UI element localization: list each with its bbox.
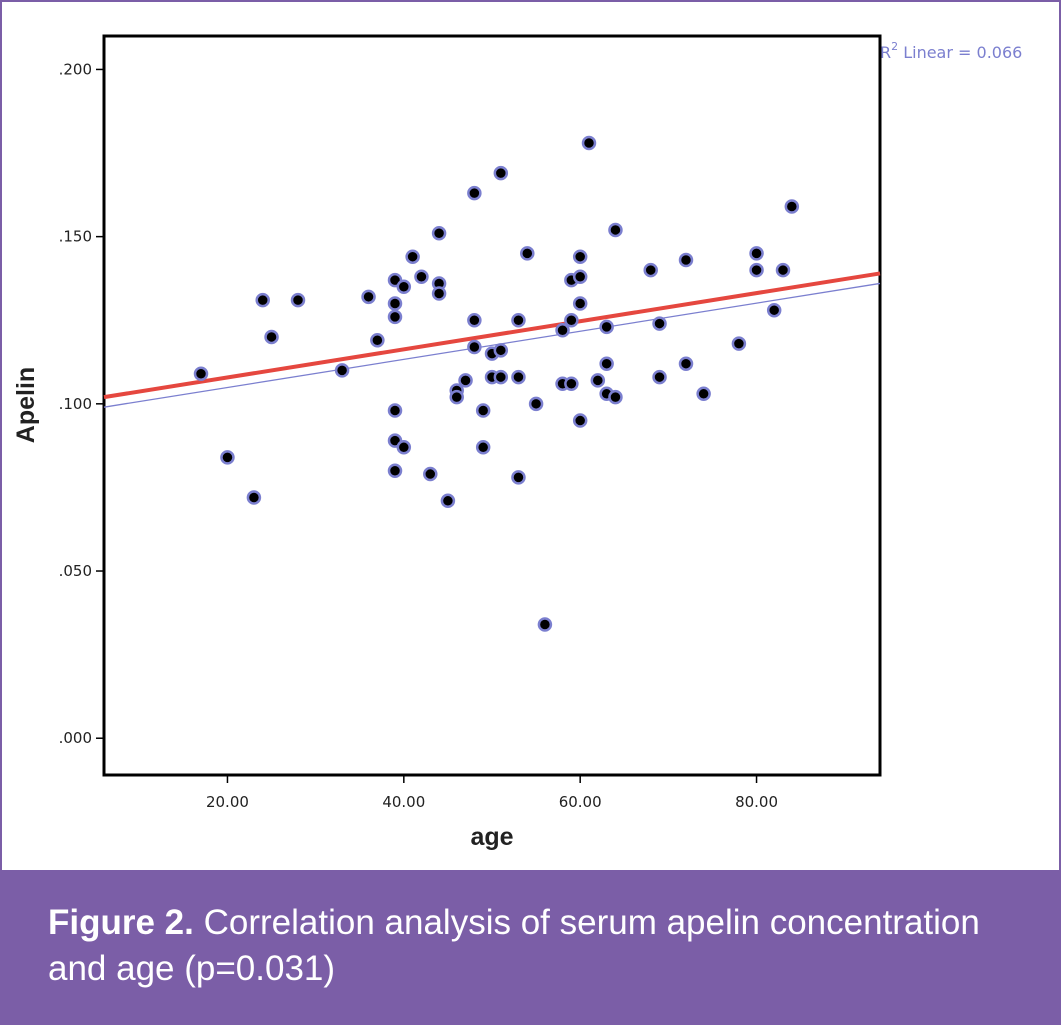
- data-point: [564, 312, 579, 328]
- data-point: [467, 339, 482, 355]
- data-points: [193, 135, 800, 632]
- data-point: [290, 292, 306, 308]
- y-tick-label: .050: [59, 562, 92, 580]
- data-point: [784, 199, 800, 214]
- caption-label: Figure 2.: [48, 903, 194, 942]
- data-point: [387, 403, 403, 418]
- caption-band: Figure 2. Correlation analysis of serum …: [2, 870, 1059, 1023]
- data-point: [608, 222, 623, 238]
- x-tick-label: 20.00: [206, 793, 249, 811]
- data-point: [220, 450, 235, 465]
- data-point: [766, 302, 782, 318]
- data-point: [431, 286, 447, 301]
- caption-body: Correlation analysis of serum apelin con…: [48, 903, 980, 988]
- data-point: [511, 369, 526, 385]
- data-point: [572, 249, 588, 264]
- data-point: [493, 343, 509, 358]
- data-point: [749, 246, 764, 261]
- data-point: [564, 376, 579, 392]
- data-point: [405, 249, 420, 264]
- data-point: [361, 289, 376, 305]
- data-point: [264, 329, 279, 345]
- data-point: [590, 373, 606, 388]
- x-axis: 20.00 40.00 60.00 80.00: [206, 775, 778, 811]
- data-point: [572, 413, 588, 428]
- r-squared-superscript: 2: [891, 40, 898, 53]
- data-point: [475, 403, 491, 418]
- data-point: [678, 252, 694, 268]
- data-point: [440, 493, 456, 509]
- r-squared-suffix: Linear = 0.066: [898, 43, 1022, 62]
- data-point: [749, 262, 764, 278]
- data-point: [652, 316, 667, 331]
- data-point: [511, 312, 526, 328]
- data-point: [396, 279, 412, 295]
- fit-line-blue: [103, 282, 881, 408]
- r-squared-annotation: R2 Linear = 0.066: [880, 40, 1022, 62]
- fit-line-red: [103, 271, 881, 400]
- data-point: [581, 135, 597, 151]
- r-squared-prefix: R: [880, 43, 891, 62]
- data-point: [643, 262, 658, 278]
- data-point: [334, 363, 350, 378]
- data-point: [475, 440, 491, 455]
- data-point: [528, 396, 544, 412]
- scatter-plot: .000 .050 .100 .150 .200 20.00 40.00 60.00 80.0…: [12, 34, 1022, 851]
- data-point: [731, 336, 747, 351]
- figure-caption: Figure 2. Correlation analysis of serum …: [48, 900, 1028, 992]
- data-point: [652, 369, 667, 385]
- data-point: [414, 269, 429, 285]
- y-tick-label: .150: [59, 228, 92, 246]
- data-point: [572, 269, 588, 285]
- fit-lines: [103, 271, 881, 408]
- y-tick-label: .100: [59, 395, 92, 413]
- data-point: [678, 356, 694, 371]
- y-tick-label: .200: [59, 60, 92, 78]
- x-axis-label: age: [470, 823, 513, 851]
- x-tick-label: 80.00: [735, 793, 778, 811]
- data-point: [431, 226, 447, 241]
- data-point: [520, 246, 535, 261]
- y-axis: .000 .050 .100 .150 .200: [59, 60, 104, 747]
- data-point: [493, 369, 509, 385]
- data-point: [555, 323, 570, 338]
- data-point: [458, 373, 473, 388]
- data-point: [246, 490, 262, 505]
- data-point: [467, 312, 482, 328]
- plot-area: [102, 34, 882, 777]
- data-point: [572, 296, 588, 311]
- data-point: [511, 470, 526, 485]
- y-tick-label: .000: [59, 729, 92, 747]
- data-point: [449, 389, 464, 405]
- data-point: [599, 356, 614, 371]
- x-tick-label: 60.00: [559, 793, 602, 811]
- data-point: [608, 389, 623, 405]
- data-point: [493, 165, 509, 181]
- data-point: [193, 366, 209, 381]
- data-point: [370, 333, 385, 348]
- data-point: [599, 319, 614, 335]
- data-point: [387, 463, 403, 478]
- data-point: [467, 185, 482, 201]
- data-point: [396, 440, 412, 455]
- data-point: [537, 617, 553, 632]
- data-point: [696, 386, 711, 402]
- data-point: [387, 296, 403, 311]
- data-point: [387, 309, 403, 325]
- y-axis-label: Apelin: [12, 367, 40, 443]
- data-point: [423, 466, 438, 482]
- data-point: [775, 262, 791, 278]
- data-point: [255, 292, 270, 308]
- x-tick-label: 40.00: [382, 793, 425, 811]
